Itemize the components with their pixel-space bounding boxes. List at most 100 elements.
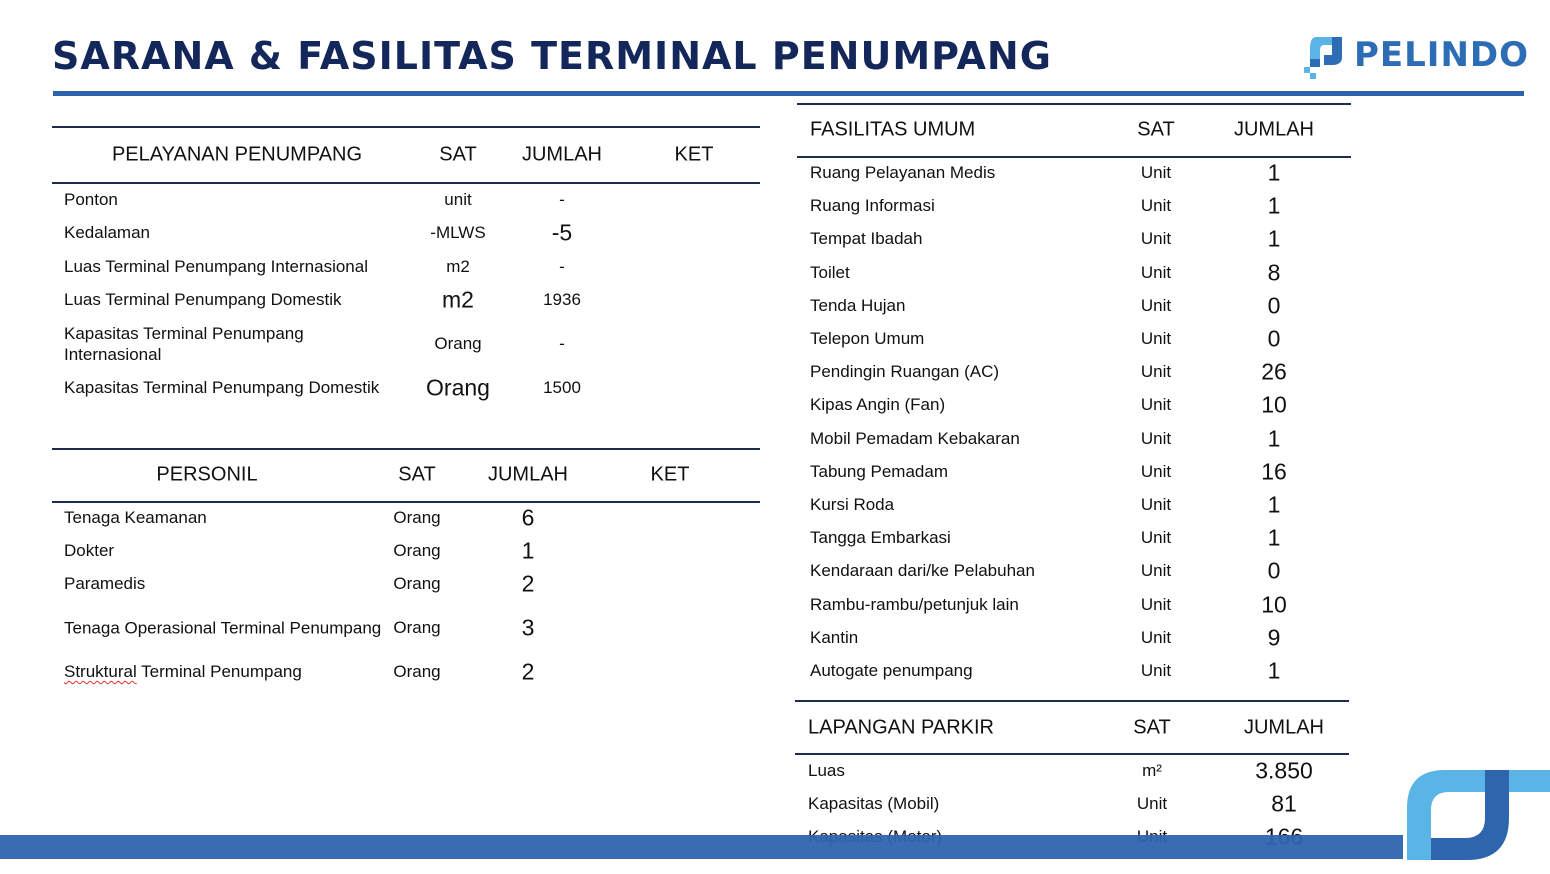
row-unit: Orang: [426, 374, 490, 401]
row-name: Toilet: [810, 262, 850, 282]
row-unit: Unit: [1140, 362, 1172, 382]
row-name: Kapasitas Terminal Penumpang Internasion…: [64, 324, 304, 364]
row-name: Kipas Angin (Fan): [810, 395, 946, 415]
row-name: Telepon Umum: [810, 329, 925, 348]
row-unit: Orang: [434, 334, 482, 353]
row-value: -: [559, 257, 565, 276]
row-value: 10: [1261, 591, 1287, 618]
row-value: -: [559, 190, 565, 209]
table-top-rule: [52, 126, 760, 128]
row-unit: Unit: [1140, 495, 1172, 514]
footer-bar: [0, 835, 1403, 859]
row-name: Ponton: [64, 190, 118, 209]
row-unit: Unit: [1140, 461, 1172, 481]
row-value: 1500: [543, 378, 581, 397]
column-header: LAPANGAN PARKIR: [808, 716, 994, 739]
row-name: Kapasitas Terminal Penumpang Domestik: [64, 378, 380, 397]
row-value: 2: [521, 570, 535, 597]
row-unit: m2: [442, 286, 474, 313]
row-value: 3: [521, 614, 535, 641]
spellcheck-word: Struktural: [64, 662, 137, 681]
table-top-rule: [797, 103, 1351, 105]
column-header: SAT: [1133, 716, 1171, 739]
row-name: Pendingin Ruangan (AC): [810, 362, 1000, 382]
table-header-rule: [52, 182, 760, 184]
row-name: Tenaga Operasional Terminal Penumpang: [64, 618, 382, 638]
column-header: SAT: [1137, 118, 1175, 141]
table-header-rule: [52, 501, 760, 503]
row-name: Luas Terminal Penumpang Domestik: [64, 290, 342, 309]
table-header-rule: [797, 156, 1351, 158]
row-unit: Orang: [393, 574, 441, 593]
row-unit: Unit: [1140, 262, 1172, 282]
row-unit: Unit: [1140, 561, 1172, 581]
row-unit: -MLWS: [430, 223, 486, 242]
row-value: 16: [1261, 458, 1287, 485]
row-value: 1: [1267, 657, 1281, 684]
column-header: JUMLAH: [1233, 118, 1315, 141]
table-top-rule: [795, 700, 1349, 702]
table-header-rule: [795, 753, 1349, 755]
row-name: Paramedis: [64, 574, 146, 593]
row-value: 1: [1267, 425, 1281, 452]
row-unit: Orang: [393, 618, 441, 637]
row-unit: m2: [446, 257, 470, 276]
row-name: Tenda Hujan: [810, 295, 906, 315]
row-unit: Orang: [393, 662, 441, 681]
row-name: Dokter: [64, 541, 115, 560]
row-value: 1936: [543, 290, 581, 309]
row-value: -5: [551, 219, 573, 246]
row-name: Kapasitas (Mobil): [808, 794, 940, 813]
row-unit: Unit: [1140, 163, 1172, 182]
row-name: Tempat Ibadah: [810, 229, 923, 249]
row-unit: Unit: [1140, 295, 1172, 315]
row-unit: Unit: [1140, 229, 1172, 249]
row-unit: Unit: [1140, 196, 1172, 216]
pelindo-logo-icon: [1304, 37, 1342, 79]
row-value: 26: [1261, 358, 1287, 385]
row-value: 1: [1267, 524, 1281, 551]
row-value: 0: [1267, 557, 1281, 584]
column-header: JUMLAH: [487, 463, 569, 486]
column-header: FASILITAS UMUM: [810, 118, 976, 141]
row-name: Autogate penumpang: [810, 661, 973, 680]
row-name: Kantin: [810, 627, 859, 647]
column-header: SAT: [398, 463, 436, 486]
row-value: 2: [521, 658, 535, 685]
row-name: Mobil Pemadam Kebakaran: [810, 428, 1020, 448]
row-unit: Unit: [1140, 329, 1172, 348]
row-value: 1: [1267, 159, 1281, 186]
row-value: 1: [1267, 491, 1281, 518]
row-name: Luas: [808, 761, 845, 780]
row-unit: unit: [444, 190, 472, 209]
row-name: Kedalaman: [64, 223, 151, 242]
row-value: 6: [521, 504, 535, 531]
row-unit: m²: [1142, 761, 1162, 780]
row-value: 81: [1271, 790, 1297, 817]
row-unit: Unit: [1140, 395, 1172, 415]
row-value: 8: [1267, 259, 1281, 286]
row-unit: Unit: [1140, 594, 1172, 614]
row-unit: Unit: [1136, 794, 1168, 813]
pelindo-corner-graphic: [1407, 770, 1550, 860]
row-unit: Orang: [393, 541, 441, 560]
column-header: SAT: [439, 143, 477, 166]
row-name: Kendaraan dari/ke Pelabuhan: [810, 561, 1035, 581]
row-value: 10: [1261, 391, 1287, 418]
row-name: Tabung Pemadam: [810, 461, 948, 481]
row-value: 9: [1267, 624, 1281, 651]
row-unit: Unit: [1140, 428, 1172, 448]
row-unit: Orang: [393, 508, 441, 527]
row-value: 3.850: [1255, 757, 1313, 784]
row-value: -: [559, 334, 565, 353]
row-unit: Unit: [1140, 528, 1172, 548]
row-name: Kursi Roda: [810, 495, 895, 514]
row-name: Tenaga Keamanan: [64, 508, 207, 527]
row-value: 1: [1267, 192, 1281, 219]
logo-text: PELINDO: [1354, 35, 1530, 75]
row-name: Tangga Embarkasi: [810, 528, 951, 548]
column-header: JUMLAH: [1243, 716, 1325, 739]
row-name: Rambu-rambu/petunjuk lain: [810, 594, 1019, 614]
row-value: 1: [521, 537, 535, 564]
